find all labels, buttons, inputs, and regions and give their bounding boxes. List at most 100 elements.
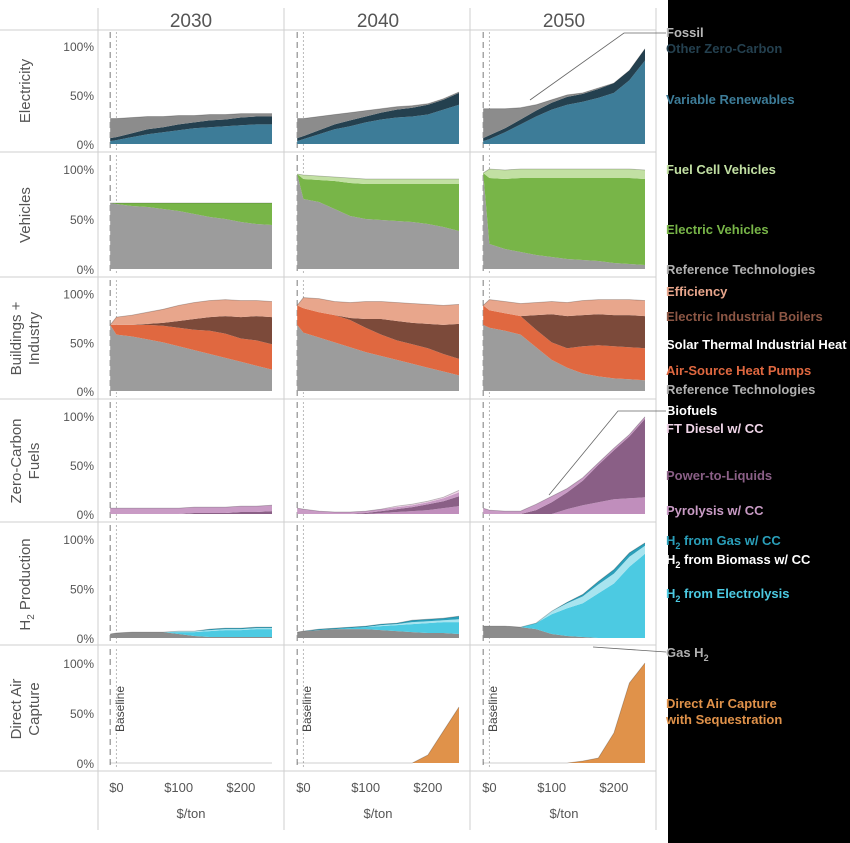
- row-label-line: Fuels: [26, 443, 43, 480]
- legend-leader-line: [529, 32, 666, 101]
- column-title-2030: 2030: [170, 11, 212, 32]
- area-h2_biomass: [297, 619, 459, 633]
- area-h2_electrolysis: [110, 629, 272, 637]
- area-boilers: [483, 305, 645, 349]
- area-reference: [297, 324, 459, 391]
- area-reference: [110, 324, 272, 391]
- area-other_zero_carbon: [483, 48, 645, 142]
- y-tick-label: 50%: [70, 459, 94, 473]
- x-tick-label: $0: [296, 780, 310, 795]
- area-outline: [110, 113, 272, 119]
- y-tick-label: 0%: [77, 632, 95, 646]
- x-tick-label: $0: [482, 780, 496, 795]
- area-dac: [297, 707, 459, 763]
- legend-entry: Gas H2: [666, 645, 709, 663]
- area-ft_diesel: [297, 492, 459, 514]
- area-fuel_cell: [483, 169, 645, 179]
- area-outline: [297, 173, 459, 180]
- legend-entry: Fuel Cell Vehicles: [666, 162, 776, 177]
- area-h2_electrolysis: [483, 553, 645, 638]
- area-h2_electrolysis: [297, 622, 459, 634]
- area-fossil: [483, 48, 645, 139]
- y-tick-label: 50%: [70, 582, 94, 596]
- area-variable_renewables: [297, 104, 459, 144]
- area-h2_biomass: [110, 628, 272, 634]
- y-tick-label: 100%: [63, 163, 94, 177]
- area-outline: [483, 416, 646, 512]
- legend-entry: Biofuels: [666, 403, 717, 418]
- x-tick-label: $200: [226, 780, 255, 795]
- legend-entry: Other Zero-Carbon: [666, 41, 782, 56]
- area-reference: [483, 173, 645, 269]
- x-tick-label: $100: [164, 780, 193, 795]
- area-outline: [483, 542, 646, 628]
- x-tick-label: $0: [109, 780, 123, 795]
- y-tick-label: 100%: [63, 657, 94, 671]
- y-tick-label: 100%: [63, 288, 94, 302]
- area-outline: [482, 299, 646, 306]
- row-label-line: Industry: [26, 311, 43, 365]
- y-tick-label: 100%: [63, 40, 94, 54]
- area-pyrolysis: [483, 497, 645, 514]
- area-outline: [483, 48, 646, 110]
- area-efficiency: [297, 297, 459, 325]
- y-tick-label: 50%: [70, 336, 94, 350]
- row-label-line: Buildings +: [8, 301, 25, 375]
- row-label-line: Capture: [26, 682, 43, 735]
- area-power_to_liquids: [110, 511, 272, 514]
- row-label: H2 Production: [17, 538, 37, 630]
- area-outline: [110, 626, 272, 635]
- legend-entry: H2 from Biomass w/ CC: [666, 552, 811, 570]
- legend-background: [668, 0, 850, 843]
- y-tick-label: 0%: [77, 757, 95, 771]
- y-tick-label: 0%: [77, 385, 95, 399]
- area-heat_pumps: [297, 305, 459, 376]
- area-outline: [296, 297, 460, 306]
- area-outline: [110, 504, 273, 509]
- area-power_to_liquids: [297, 496, 459, 514]
- legend-entry: Solar Thermal Industrial Heat: [666, 337, 847, 352]
- x-axis-label: $/ton: [364, 806, 393, 821]
- legend-entry: Power-to-Liquids: [666, 468, 772, 483]
- area-power_to_liquids: [483, 418, 645, 514]
- y-tick-label: 0%: [77, 263, 95, 277]
- area-ev: [483, 173, 645, 265]
- area-outline: [297, 706, 460, 764]
- legend-entry: Air-Source Heat Pumps: [666, 363, 811, 378]
- x-axis-label: $/ton: [177, 806, 206, 821]
- legend-entry: Variable Renewables: [666, 92, 795, 107]
- legend-entry: Fossil: [666, 25, 704, 40]
- legend-entry: Electric Vehicles: [666, 222, 769, 237]
- legend-leader-line: [548, 410, 666, 496]
- area-variable_renewables: [483, 60, 645, 144]
- area-efficiency: [483, 299, 645, 317]
- baseline-label: Baseline: [113, 686, 127, 732]
- area-boilers: [110, 316, 272, 345]
- baseline-label: Baseline: [300, 686, 314, 732]
- area-heat_pumps: [483, 305, 645, 381]
- legend-entry: H2 from Electrolysis: [666, 586, 790, 604]
- area-heat_pumps: [110, 324, 272, 370]
- area-outline: [297, 615, 460, 633]
- legend-entry: Electric Industrial Boilers: [666, 309, 823, 324]
- x-axis-label: $/ton: [550, 806, 579, 821]
- area-fossil: [110, 113, 272, 139]
- legend-entry: Reference Technologies: [666, 382, 815, 397]
- area-outline: [109, 299, 273, 326]
- x-tick-label: $200: [599, 780, 628, 795]
- area-outline: [297, 91, 460, 119]
- area-gas_h2: [110, 632, 272, 638]
- area-h2_gas_cc: [297, 616, 459, 633]
- y-tick-label: 0%: [77, 508, 95, 522]
- area-h2_gas_cc: [110, 627, 272, 634]
- area-outline: [483, 662, 646, 764]
- column-title-2040: 2040: [357, 11, 399, 32]
- area-other_zero_carbon: [297, 92, 459, 142]
- baseline-label: Baseline: [486, 686, 500, 732]
- area-dac: [483, 663, 645, 763]
- area-gas_h2: [297, 629, 459, 638]
- x-tick-label: $100: [537, 780, 566, 795]
- area-gas_h2: [483, 626, 645, 638]
- area-ft_diesel: [110, 505, 272, 514]
